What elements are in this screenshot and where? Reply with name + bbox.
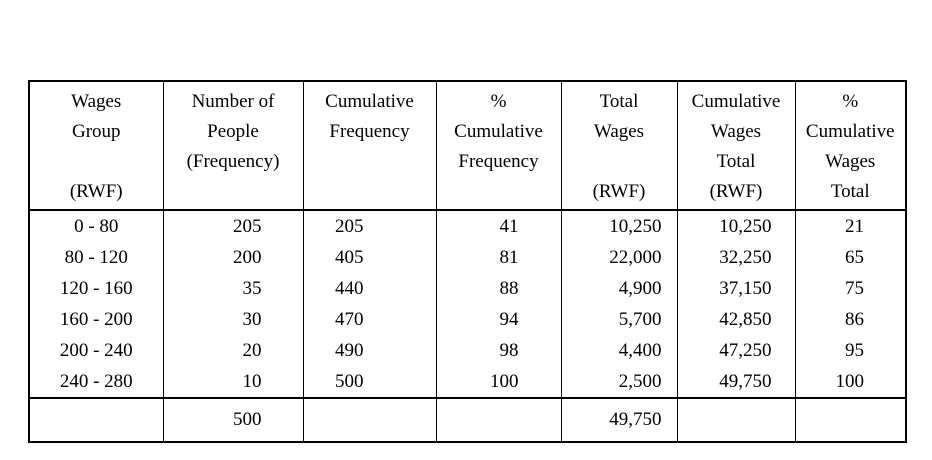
cell-total-wages: 5,700 xyxy=(560,304,678,335)
cell-pct-cumulative-wages-total: 100 xyxy=(794,366,907,398)
cell-pct-cumulative-frequency: 94 xyxy=(435,304,562,335)
cell-pct-cumulative-frequency: 88 xyxy=(435,273,562,304)
column-header-number-of-people: Number of People (Frequency) xyxy=(162,81,304,211)
cell-total-wages: 2,500 xyxy=(560,366,678,398)
cell-frequency: 30 xyxy=(162,304,304,335)
cell-cumulative-wages-total: 49,750 xyxy=(676,366,796,398)
cell-cumulative-wages-total: 10,250 xyxy=(676,210,796,242)
wages-frequency-table: Wages Group (RWF) Number of People (Freq… xyxy=(28,80,907,443)
cell-cumulative-frequency: 500 xyxy=(302,366,437,398)
cell-pct-cumulative-frequency: 81 xyxy=(435,242,562,273)
cell-pct-cumulative-frequency: 100 xyxy=(435,366,562,398)
cell-total-wages: 4,400 xyxy=(560,335,678,366)
cell-frequency: 205 xyxy=(162,210,304,242)
cell-total-wages: 4,900 xyxy=(560,273,678,304)
cell-cumulative-frequency: 440 xyxy=(302,273,437,304)
cell-cumulative-frequency: 470 xyxy=(302,304,437,335)
table-row: 160 - 200 30 470 94 5,700 42,850 86 xyxy=(28,304,907,335)
total-cell-wages-group xyxy=(28,397,164,442)
cell-cumulative-wages-total: 47,250 xyxy=(676,335,796,366)
cell-cumulative-frequency: 405 xyxy=(302,242,437,273)
cell-total-wages: 22,000 xyxy=(560,242,678,273)
total-cell-frequency: 500 xyxy=(162,397,304,442)
cell-wages-group: 160 - 200 xyxy=(28,304,164,335)
cell-wages-group: 200 - 240 xyxy=(28,335,164,366)
total-cell-pct-cumulative-wages-total xyxy=(794,397,907,442)
table-row: 0 - 80 205 205 41 10,250 10,250 21 xyxy=(28,210,907,242)
cell-wages-group: 80 - 120 xyxy=(28,242,164,273)
total-cell-pct-cumulative-frequency xyxy=(435,397,562,442)
column-header-cumulative-wages-total: Cumulative Wages Total (RWF) xyxy=(676,81,796,211)
cell-pct-cumulative-wages-total: 75 xyxy=(794,273,907,304)
cell-wages-group: 0 - 80 xyxy=(28,210,164,242)
cell-wages-group: 240 - 280 xyxy=(28,366,164,398)
total-cell-total-wages: 49,750 xyxy=(560,397,678,442)
cell-pct-cumulative-frequency: 41 xyxy=(435,210,562,242)
cell-frequency: 200 xyxy=(162,242,304,273)
cell-cumulative-wages-total: 32,250 xyxy=(676,242,796,273)
cell-cumulative-wages-total: 42,850 xyxy=(676,304,796,335)
table-row: 240 - 280 10 500 100 2,500 49,750 100 xyxy=(28,366,907,398)
cell-wages-group: 120 - 160 xyxy=(28,273,164,304)
column-header-cumulative-frequency: Cumulative Frequency xyxy=(302,81,437,211)
cell-frequency: 35 xyxy=(162,273,304,304)
cell-frequency: 20 xyxy=(162,335,304,366)
table-row: 120 - 160 35 440 88 4,900 37,150 75 xyxy=(28,273,907,304)
cell-pct-cumulative-wages-total: 86 xyxy=(794,304,907,335)
cell-pct-cumulative-wages-total: 95 xyxy=(794,335,907,366)
cell-total-wages: 10,250 xyxy=(560,210,678,242)
cell-cumulative-frequency: 205 xyxy=(302,210,437,242)
cell-cumulative-wages-total: 37,150 xyxy=(676,273,796,304)
total-cell-cumulative-wages-total xyxy=(676,397,796,442)
total-cell-cumulative-frequency xyxy=(302,397,437,442)
column-header-pct-cumulative-frequency: % Cumulative Frequency xyxy=(435,81,562,211)
cell-pct-cumulative-wages-total: 21 xyxy=(794,210,907,242)
table-row: 200 - 240 20 490 98 4,400 47,250 95 xyxy=(28,335,907,366)
cell-pct-cumulative-frequency: 98 xyxy=(435,335,562,366)
cell-cumulative-frequency: 490 xyxy=(302,335,437,366)
totals-row: 500 49,750 xyxy=(28,397,907,442)
column-header-wages-group: Wages Group (RWF) xyxy=(28,81,164,211)
table-row: 80 - 120 200 405 81 22,000 32,250 65 xyxy=(28,242,907,273)
cell-pct-cumulative-wages-total: 65 xyxy=(794,242,907,273)
column-header-total-wages: Total Wages (RWF) xyxy=(560,81,678,211)
column-header-pct-cumulative-wages-total: % Cumulative Wages Total xyxy=(794,81,907,211)
cell-frequency: 10 xyxy=(162,366,304,398)
header-row: Wages Group (RWF) Number of People (Freq… xyxy=(28,81,907,211)
